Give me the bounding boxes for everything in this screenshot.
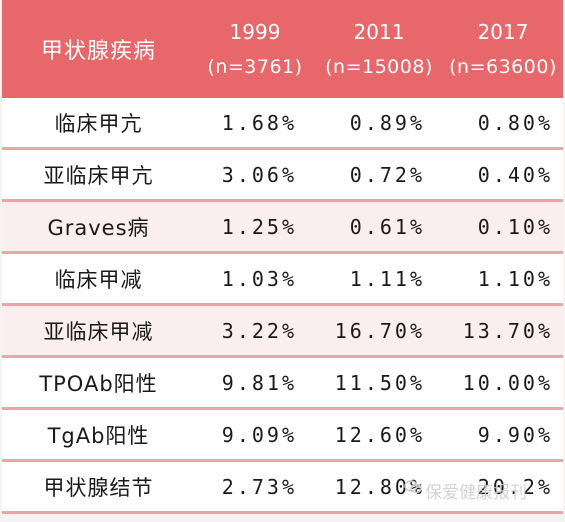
header-col-1999: 1999 (n=3761) (195, 0, 315, 98)
header-year: 2011 (353, 20, 405, 44)
thyroid-prevalence-table: 甲状腺疾病 1999 (n=3761) 2011 (n=15008) 2017 … (2, 0, 563, 514)
cell-2017: 0.10% (443, 202, 563, 254)
cell-2011: 16.70% (315, 306, 443, 358)
row-disease-name: 甲状腺结节 (2, 462, 195, 514)
table-row: 亚临床甲减 3.22% 16.70% 13.70% (2, 306, 563, 358)
cell-2017: 0.40% (443, 150, 563, 202)
cell-2017: 10.00% (443, 358, 563, 410)
table-row: Graves病 1.25% 0.61% 0.10% (2, 202, 563, 254)
cell-1999: 2.73% (195, 462, 315, 514)
cell-2011: 0.61% (315, 202, 443, 254)
table-body: 临床甲亢 1.68% 0.89% 0.80% 亚临床甲亢 3.06% 0.72%… (2, 98, 563, 514)
cell-2017: 13.70% (443, 306, 563, 358)
cell-2011: 0.72% (315, 150, 443, 202)
table-row: 甲状腺结节 2.73% 12.80% 20.2% (2, 462, 563, 514)
table-row: 亚临床甲亢 3.06% 0.72% 0.40% (2, 150, 563, 202)
cell-2017: 9.90% (443, 410, 563, 462)
row-disease-name: TgAb阳性 (2, 410, 195, 462)
header-row: 甲状腺疾病 1999 (n=3761) 2011 (n=15008) 2017 … (2, 0, 563, 98)
header-year: 1999 (229, 20, 281, 44)
header-sample-size: (n=3761) (207, 56, 303, 78)
header-disease-title: 甲状腺疾病 (2, 0, 195, 98)
header-sample-size: (n=63600) (449, 56, 557, 78)
row-disease-name: Graves病 (2, 202, 195, 254)
watermark-text: 保爱健康报刊 (425, 483, 527, 503)
cell-1999: 3.06% (195, 150, 315, 202)
cell-2017: 0.80% (443, 98, 563, 150)
cell-1999: 1.25% (195, 202, 315, 254)
table-row: 临床甲亢 1.68% 0.89% 0.80% (2, 98, 563, 150)
cell-2011: 0.89% (315, 98, 443, 150)
cell-1999: 3.22% (195, 306, 315, 358)
header-col-2017: 2017 (n=63600) (443, 0, 563, 98)
table-row: 临床甲减 1.03% 1.11% 1.10% (2, 254, 563, 306)
cell-1999: 1.03% (195, 254, 315, 306)
wechat-icon (404, 480, 422, 494)
row-disease-name: 亚临床甲减 (2, 306, 195, 358)
row-disease-name: 临床甲亢 (2, 98, 195, 150)
cell-1999: 9.09% (195, 410, 315, 462)
cell-1999: 1.68% (195, 98, 315, 150)
header-col-2011: 2011 (n=15008) (315, 0, 443, 98)
cell-1999: 9.81% (195, 358, 315, 410)
cell-2011: 12.60% (315, 410, 443, 462)
cell-2017: 1.10% (443, 254, 563, 306)
header-sample-size: (n=15008) (325, 56, 433, 78)
cell-2011: 1.11% (315, 254, 443, 306)
table-row: TPOAb阳性 9.81% 11.50% 10.00% (2, 358, 563, 410)
cell-2011: 11.50% (315, 358, 443, 410)
cell-2011: 12.80% (315, 462, 443, 514)
cell-2017: 20.2% (443, 462, 563, 514)
header-year: 2017 (477, 20, 529, 44)
row-disease-name: 临床甲减 (2, 254, 195, 306)
row-disease-name: TPOAb阳性 (2, 358, 195, 410)
table-header: 甲状腺疾病 1999 (n=3761) 2011 (n=15008) 2017 … (2, 0, 563, 98)
row-disease-name: 亚临床甲亢 (2, 150, 195, 202)
table-row: TgAb阳性 9.09% 12.60% 9.90% (2, 410, 563, 462)
